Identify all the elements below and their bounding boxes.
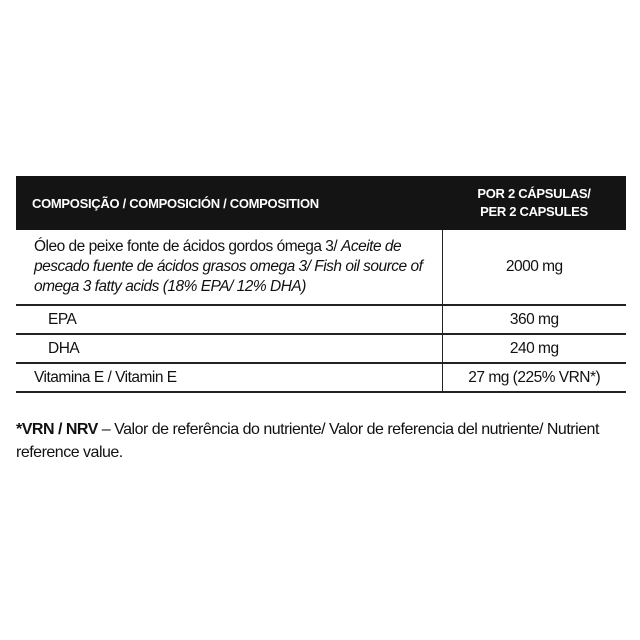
row-name: DHA [16, 334, 442, 364]
footnote-bold: *VRN / NRV [16, 421, 98, 438]
row-value: 27 mg (225% VRN*) [441, 363, 626, 393]
table-row: EPA 360 mg [16, 305, 626, 335]
footnote: *VRN / NRV – Valor de referência do nutr… [16, 418, 626, 464]
table-header: COMPOSIÇÃO / COMPOSICIÓN / COMPOSITION P… [16, 176, 626, 230]
row-name-italic: Aceite de pescado fuente de ácidos graso… [34, 238, 423, 295]
header-per-line1: POR 2 CÁPSULAS/ [477, 186, 591, 201]
row-name-regular: Óleo de peixe fonte de ácidos gordos óme… [34, 238, 342, 255]
table-row: Vitamina E / Vitamin E 27 mg (225% VRN*) [16, 363, 626, 393]
header-per-line2: PER 2 CAPSULES [480, 204, 588, 219]
table-row: Óleo de peixe fonte de ácidos gordos óme… [16, 230, 626, 306]
row-value: 2000 mg [441, 230, 626, 306]
table-row: DHA 240 mg [16, 334, 626, 364]
row-name: Vitamina E / Vitamin E [16, 363, 442, 393]
row-name: Óleo de peixe fonte de ácidos gordos óme… [16, 230, 442, 306]
composition-table: COMPOSIÇÃO / COMPOSICIÓN / COMPOSITION P… [16, 176, 626, 393]
row-value: 360 mg [441, 305, 626, 335]
footnote-text: – Valor de referência do nutriente/ Valo… [16, 421, 599, 461]
row-name: EPA [16, 305, 442, 335]
header-per-serving: POR 2 CÁPSULAS/PER 2 CAPSULES [442, 176, 626, 230]
header-composition: COMPOSIÇÃO / COMPOSICIÓN / COMPOSITION [16, 176, 442, 230]
row-value: 240 mg [441, 334, 626, 364]
